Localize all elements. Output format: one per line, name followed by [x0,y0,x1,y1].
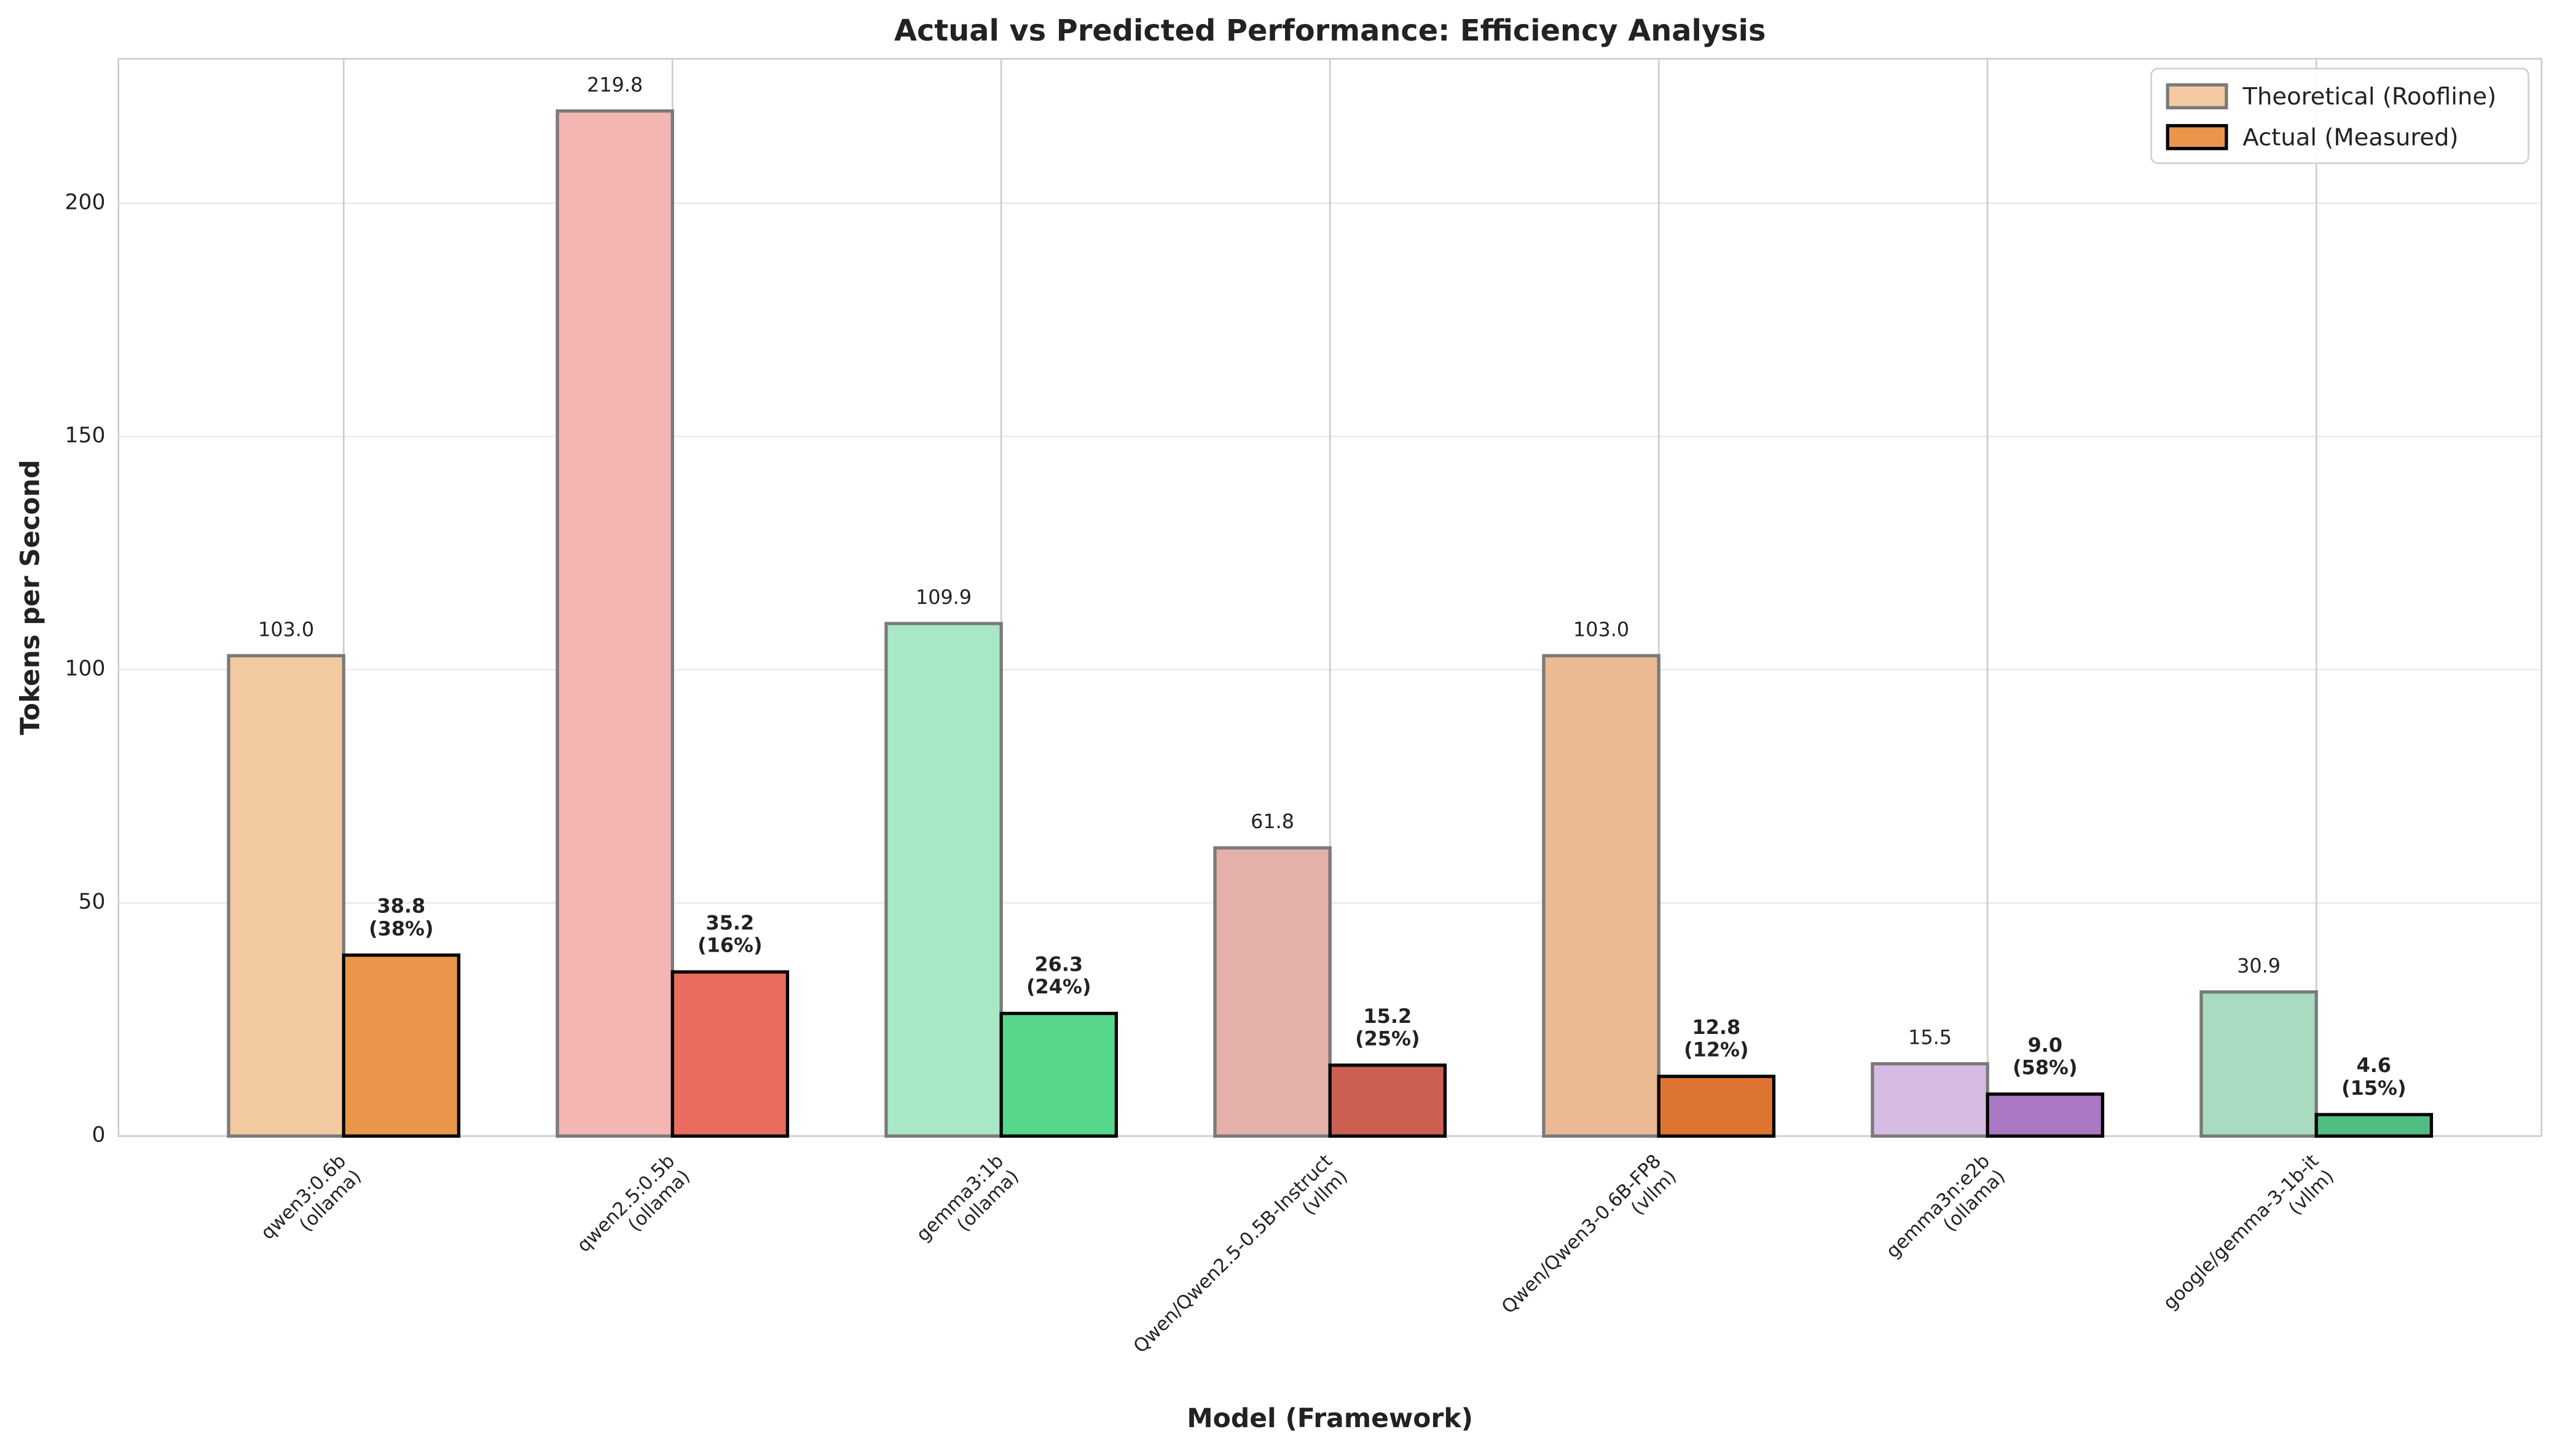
legend-label: Actual (Measured) [2242,123,2458,151]
value-label: 35.2 (16%) [697,911,762,957]
value-label: 9.0 (58%) [2013,1033,2077,1079]
bar [2314,1113,2434,1138]
legend-box [2150,68,2529,165]
legend-swatch [2166,123,2228,151]
bar [1213,846,1332,1138]
value-label: 109.9 [916,585,972,609]
bar [670,970,790,1138]
y-axis-label: Tokens per Second [15,460,45,735]
value-label: 61.8 [1251,810,1294,833]
bar [227,654,345,1138]
value-label: 15.5 [1908,1026,1952,1049]
value-label: 12.8 (12%) [1684,1016,1748,1062]
bar [999,1011,1118,1138]
bar [1871,1062,1989,1138]
y-tick-label: 50 [79,890,106,914]
bar [556,109,674,1138]
bar [1328,1063,1447,1138]
bar [342,953,461,1138]
value-label: 38.8 (38%) [369,894,433,941]
legend-swatch [2166,83,2228,110]
bar [884,622,1003,1138]
y-tick-label: 150 [65,423,106,448]
y-tick-label: 0 [92,1123,106,1148]
value-label: 26.3 (24%) [1026,953,1091,999]
y-tick-label: 100 [65,657,106,681]
value-label: 103.0 [258,617,314,641]
x-axis-label: Model (Framework) [1187,1404,1473,1434]
bar [1657,1074,1776,1138]
bar [2199,990,2318,1138]
y-tick-label: 200 [65,190,106,214]
value-label: 30.9 [2237,954,2281,977]
value-label: 4.6 (15%) [2341,1054,2406,1100]
legend-label: Theoretical (Roofline) [2242,83,2496,111]
value-label: 219.8 [587,73,643,96]
value-label: 103.0 [1573,617,1629,641]
value-label: 15.2 (25%) [1355,1004,1420,1051]
bar [1542,654,1660,1138]
bar [1986,1092,2105,1138]
chart-title: Actual vs Predicted Performance: Efficie… [894,14,1766,48]
